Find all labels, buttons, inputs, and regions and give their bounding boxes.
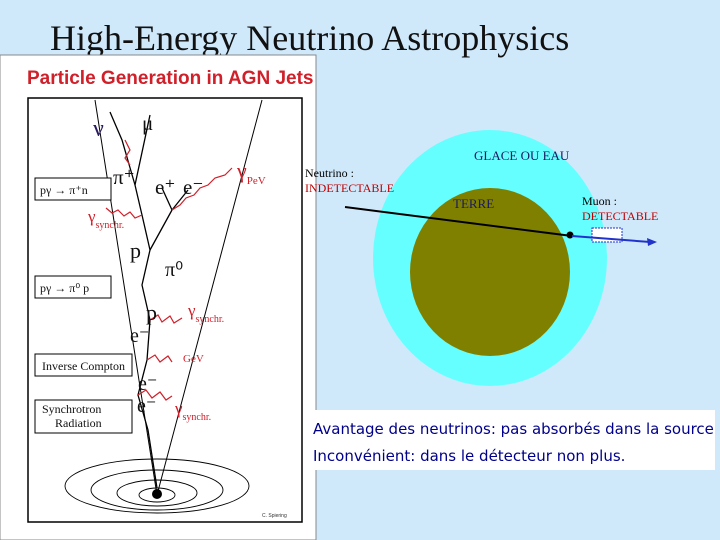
particle-label: GeV <box>183 353 204 365</box>
black-hole <box>152 489 162 499</box>
jet-edge <box>156 99 263 496</box>
particle-label: π⁺ <box>113 165 135 189</box>
process-box <box>34 399 133 434</box>
particle-subscript: PeV <box>247 175 266 187</box>
tracks <box>109 111 189 489</box>
particle-label: e⁻ <box>183 175 203 199</box>
particle-label: p <box>130 238 141 263</box>
particle-label: μ <box>142 111 153 135</box>
particle-label: γsynchr. <box>87 207 124 231</box>
particle-label: γsynchr. <box>187 301 224 325</box>
particle-symbol: γ <box>87 207 96 226</box>
accretion-spiral <box>64 458 250 514</box>
particle-label: γPeV <box>236 158 266 187</box>
process-boxes: pγ → π⁺n pγ → π⁰ p Inverse Compton Synch… <box>34 177 133 434</box>
particle-label: γsynchr. <box>174 399 211 423</box>
process-label: pγ → π⁺n <box>40 183 88 197</box>
ice-label: GLACE OU EAU <box>474 148 570 163</box>
muon-label: DETECTABLE <box>582 209 658 223</box>
particle-symbol: γ <box>236 158 247 183</box>
process-label: Inverse Compton <box>42 359 125 373</box>
note: Inconvénient: dans le détecteur non plus… <box>313 447 625 465</box>
particle-labels: ν μ π⁺ e⁺ e⁻ γPeV γsynchr. p π⁰ p γsynch… <box>87 111 266 423</box>
left-figure: Particle Generation in AGN Jets <box>0 54 317 540</box>
figure-title: Particle Generation in AGN Jets <box>27 68 314 89</box>
process-box <box>34 275 112 299</box>
photon-tracks <box>105 139 233 401</box>
particle-label: e⁻ <box>138 373 157 395</box>
note: Avantage des neutrinos: pas absorbés dan… <box>313 420 714 438</box>
earth <box>410 188 570 356</box>
figure-frame <box>27 97 303 523</box>
particle-label: e⁻ <box>130 325 149 347</box>
particle-symbol: γ <box>174 399 183 418</box>
neutrino-track <box>344 206 573 237</box>
figure-credit: C. Spiering <box>262 513 287 519</box>
jet-edge <box>94 99 158 496</box>
muon-arrowhead <box>647 238 657 246</box>
particle-subscript: synchr. <box>183 412 212 423</box>
process-box <box>34 353 133 377</box>
particle-label: e⁺ <box>155 175 175 199</box>
notes-box <box>310 410 715 470</box>
particle-subscript: synchr. <box>196 314 225 325</box>
process-label: pγ → π⁰ p <box>40 281 89 295</box>
neutrino-label: Neutrino : <box>305 166 354 180</box>
muon-track <box>571 235 651 243</box>
slide-title: High-Energy Neutrino Astrophysics <box>50 18 569 58</box>
process-label: Synchrotron <box>42 402 101 416</box>
particle-symbol: γ <box>187 301 196 320</box>
particle-label: e⁻ <box>137 395 156 417</box>
right-figure: GLACE OU EAU TERRE Neutrino : INDETECTAB… <box>305 130 658 386</box>
process-label: Radiation <box>55 416 102 430</box>
interaction-point <box>566 231 574 239</box>
neutrino-label: INDETECTABLE <box>305 181 394 195</box>
earth-label: TERRE <box>453 196 494 211</box>
process-box <box>34 177 112 201</box>
particle-label: π⁰ <box>165 259 183 281</box>
particle-label: p <box>146 300 157 325</box>
muon-label: Muon : <box>582 194 617 208</box>
particle-label: ν <box>93 116 104 142</box>
particle-subscript: synchr. <box>96 220 125 231</box>
